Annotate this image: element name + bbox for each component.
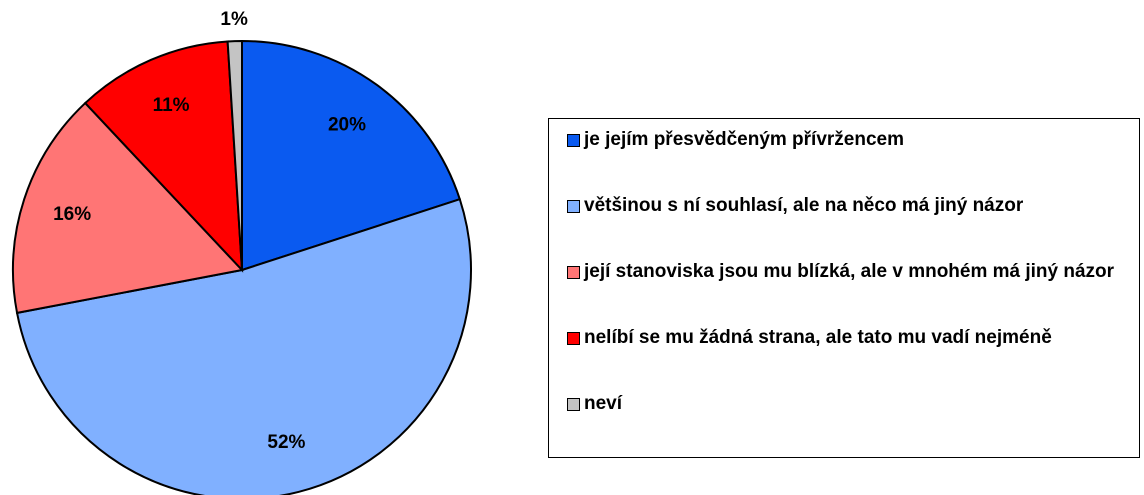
legend-swatch — [567, 266, 580, 279]
legend-label: je jejím přesvědčeným přívržencem — [584, 129, 904, 150]
legend-swatch — [567, 134, 580, 147]
legend-label: většinou s ní souhlasí, ale na něco má j… — [584, 195, 1024, 216]
legend-swatch — [567, 200, 580, 213]
data-label: 1% — [220, 9, 248, 30]
legend-item: její stanoviska jsou mu blízká, ale v mn… — [567, 261, 1139, 327]
legend-swatch — [567, 398, 580, 411]
data-label: 11% — [153, 95, 190, 116]
legend-swatch — [567, 332, 580, 345]
data-label: 20% — [328, 115, 366, 136]
legend-item: je jejím přesvědčeným přívržencem — [567, 129, 1139, 195]
legend-item: většinou s ní souhlasí, ale na něco má j… — [567, 195, 1139, 261]
legend-item: nelíbí se mu žádná strana, ale tato mu v… — [567, 327, 1139, 393]
pie-slice — [83, 40, 244, 273]
pie-slice — [226, 39, 243, 271]
legend-label: nelíbí se mu žádná strana, ale tato mu v… — [584, 327, 1052, 348]
data-label: 16% — [53, 204, 91, 225]
pie-slice — [12, 101, 244, 315]
data-label: 52% — [267, 432, 305, 453]
legend-label: neví — [584, 393, 623, 414]
legend: je jejím přesvědčeným přívržencem většino… — [548, 118, 1140, 458]
pie-slice — [241, 39, 462, 272]
pie-slice — [15, 197, 472, 495]
legend-item: neví — [567, 393, 1139, 459]
legend-label: její stanoviska jsou mu blízká, ale v mn… — [584, 261, 1115, 282]
